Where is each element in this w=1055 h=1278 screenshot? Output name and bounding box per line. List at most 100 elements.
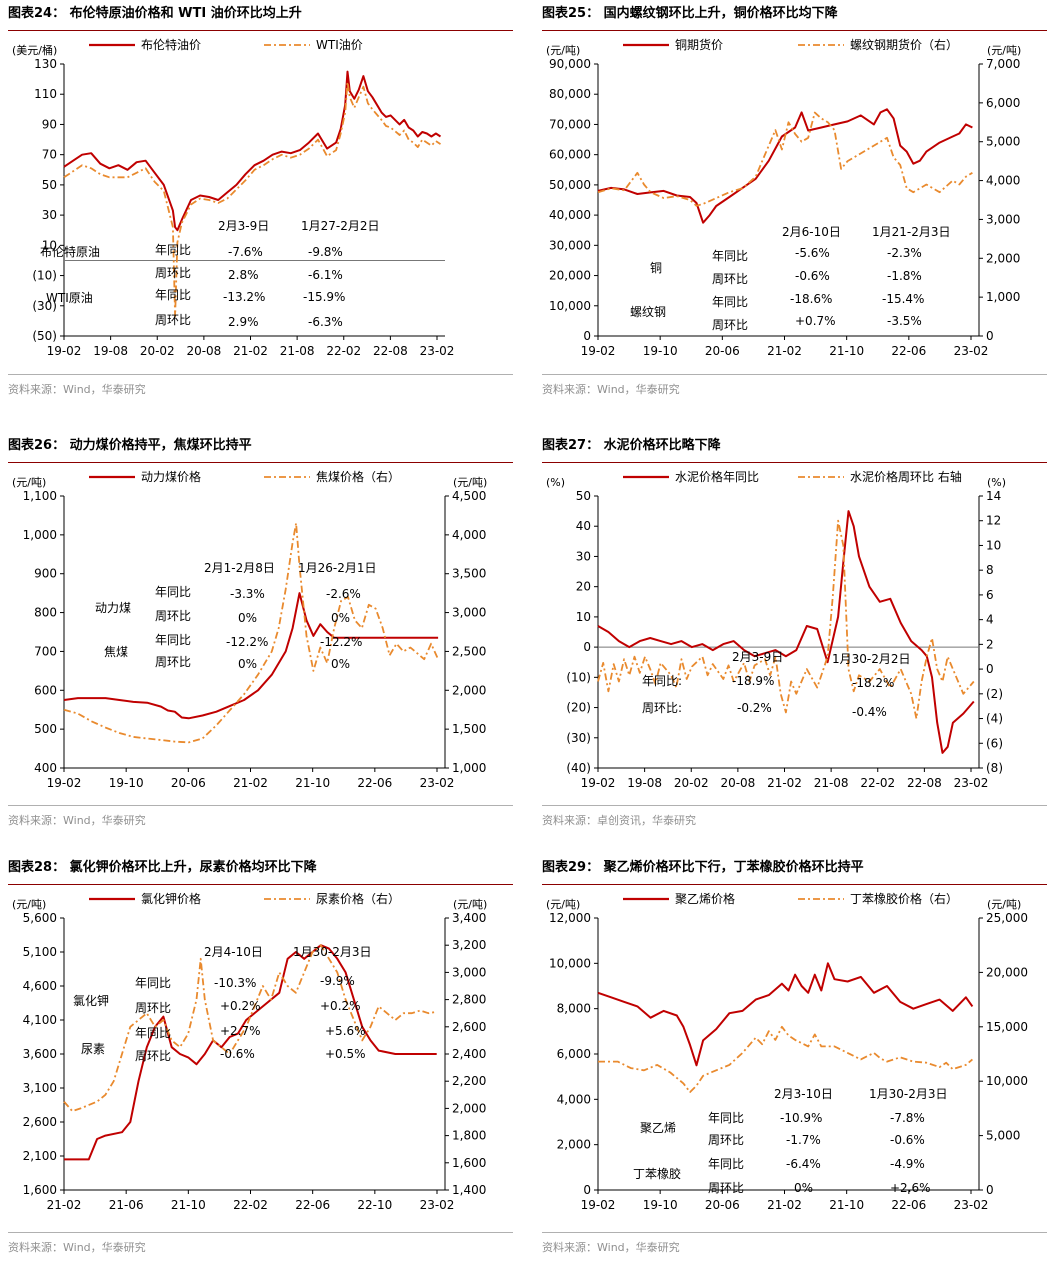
annotation-text: -0.4% (852, 705, 887, 719)
y-tick-label-left: 400 (34, 761, 57, 775)
annotation-text: -0.2% (737, 701, 772, 715)
x-tick-label: 23-02 (954, 344, 989, 358)
x-tick-label: 19-02 (47, 776, 82, 790)
x-tick-label: 22-02 (860, 776, 895, 790)
y-tick-label-right: 0 (986, 1183, 994, 1197)
annotation-text: 周环比 (135, 1001, 171, 1015)
y-tick-label-right: 2,600 (452, 1020, 486, 1034)
annotation-text: 1月30-2月2日 (832, 652, 911, 666)
y-tick-label-left: 30 (576, 549, 591, 563)
annotation-text: 1月30-2月3日 (869, 1087, 948, 1101)
source-label: 资料来源： (542, 383, 597, 396)
y-unit-left: (%) (546, 476, 565, 489)
y-tick-label-right: 0 (986, 329, 994, 343)
x-tick-label: 21-08 (280, 344, 315, 358)
source-label: 资料来源： (542, 1241, 597, 1254)
chart-source: 资料来源：卓创资讯，华泰研究 (542, 805, 1047, 828)
y-unit-left: (元/吨) (12, 898, 46, 911)
y-tick-label-left: 20,000 (549, 269, 591, 283)
series-line-primary (597, 108, 973, 224)
y-tick-label-right: 4,000 (986, 174, 1020, 188)
y-unit-right: (元/吨) (453, 898, 487, 911)
y-tick-label-left: (30) (566, 731, 591, 745)
y-tick-label-left: 70,000 (549, 117, 591, 131)
y-tick-label-left: 12,000 (549, 911, 591, 925)
series-line-secondary (63, 81, 441, 318)
y-tick-label-left: 700 (34, 644, 57, 658)
chart-29: (元/吨) (元/吨)12,00010,0008,0006,0004,0002,0… (546, 891, 1028, 1212)
x-tick-label: 22-10 (357, 1198, 392, 1212)
y-tick-label-left: 90 (42, 117, 57, 131)
x-tick-label: 21-08 (814, 776, 849, 790)
annotation-text: +0.2% (320, 999, 361, 1013)
annotation-text: 年同比 (135, 976, 171, 990)
series-line-secondary (63, 522, 439, 744)
annotation-text: +2.7% (220, 1024, 261, 1038)
y-tick-label-left: 2,000 (557, 1138, 591, 1152)
source-text: Wind，华泰研究 (63, 383, 146, 396)
y-tick-label-left: 10,000 (549, 299, 591, 313)
y-tick-label-right: 2,500 (452, 644, 486, 658)
annotation-text: 2月3-9日 (218, 219, 269, 233)
annotation-text: 丁苯橡胶 (633, 1166, 681, 1181)
annotation-text: 周环比 (155, 313, 191, 327)
y-tick-label-left: (20) (566, 701, 591, 715)
annotation-text: -9.9% (320, 974, 355, 988)
y-tick-label-right: 10,000 (986, 1074, 1028, 1088)
y-tick-label-left: 50 (42, 178, 57, 192)
y-unit-right: (元/吨) (987, 44, 1021, 57)
annotation-text: -12.2% (320, 635, 362, 649)
y-tick-label-right: 2 (986, 637, 994, 651)
x-tick-label: 19-10 (643, 1198, 678, 1212)
legend-label: 焦煤价格（右） (316, 469, 400, 484)
legend-label: 氯化钾价格 (141, 891, 201, 906)
y-tick-label-right: 2,000 (452, 683, 486, 697)
y-tick-label-left: 900 (34, 567, 57, 581)
x-tick-label: 19-10 (643, 344, 678, 358)
chart-panel-26: 图表26： 动力煤价格持平，焦煤环比持平 (元/吨) (元/吨) 1,100 1,00… (8, 436, 518, 856)
annotation-text: 年同比 (155, 633, 191, 647)
x-tick-label: 22-08 (907, 776, 942, 790)
y-tick-label-left: 20 (576, 580, 591, 594)
y-tick-label-right: 12 (986, 514, 1001, 528)
y-unit-left: (元/吨) (546, 898, 580, 911)
y-tick-label-left: 60,000 (549, 148, 591, 162)
y-tick-label-left: 10 (42, 238, 57, 252)
y-tick-label-right: 4,000 (452, 528, 486, 542)
y-unit-right: (%) (987, 476, 1006, 489)
chart-title: 图表29： 聚乙烯价格环比下行，丁苯橡胶价格环比持平 (542, 858, 1047, 885)
source-text: Wind，华泰研究 (63, 1241, 146, 1254)
annotation-text: 0% (331, 611, 350, 625)
y-tick-label-left: 600 (34, 683, 57, 697)
annotation-text: -3.5% (887, 314, 922, 328)
series-line-primary (597, 962, 974, 1067)
chart-26: (元/吨) (元/吨)1,1001,0009008007006005004004,… (12, 469, 487, 790)
legend-label: 动力煤价格 (141, 469, 201, 484)
annotation-text: WTI原油 (46, 291, 93, 305)
annotation-text: +0.5% (325, 1047, 366, 1061)
y-tick-label-right: 1,000 (452, 761, 486, 775)
annotation-text: 0% (331, 657, 350, 671)
annotation-text: 焦煤 (104, 645, 128, 659)
y-tick-label-left: 800 (34, 606, 57, 620)
annotation-text: 周环比 (708, 1181, 744, 1195)
x-tick-label: 20-02 (140, 344, 175, 358)
annotation-text: +5.6% (325, 1024, 366, 1038)
annotation-text: -15.4% (882, 292, 924, 306)
y-tick-label-right: 15,000 (986, 1020, 1028, 1034)
chart-source: 资料来源：Wind，华泰研究 (542, 1232, 1047, 1255)
annotation-text: -10.3% (214, 976, 256, 990)
x-tick-label: 22-06 (891, 344, 926, 358)
annotation-text: -6.1% (308, 268, 343, 282)
annotation-text: -1.7% (786, 1133, 821, 1147)
y-tick-label-left: 40,000 (549, 208, 591, 222)
x-tick-label: 22-06 (891, 1198, 926, 1212)
annotation-text: 周环比 (155, 609, 191, 623)
x-tick-label: 19-08 (627, 776, 662, 790)
annotation-text: -9.8% (308, 245, 343, 259)
annotation-text: -2.3% (887, 246, 922, 260)
source-text: Wind，华泰研究 (597, 1241, 680, 1254)
y-tick-label-right: 1,000 (986, 290, 1020, 304)
annotation-text: 周环比 (712, 318, 748, 332)
series-line-primary (597, 510, 975, 754)
